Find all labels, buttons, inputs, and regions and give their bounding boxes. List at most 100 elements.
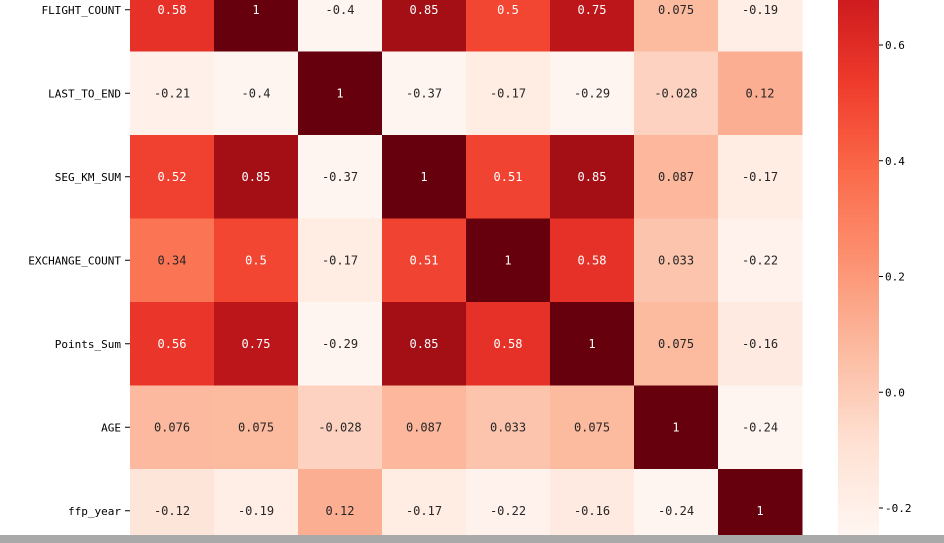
heatmap-cell bbox=[550, 302, 635, 386]
cell-value-label: 1 bbox=[420, 170, 427, 184]
colorbar-segment bbox=[838, 494, 879, 500]
cell-value-label: -0.19 bbox=[742, 3, 778, 17]
heatmap-cell bbox=[550, 51, 635, 136]
colorbar-segment bbox=[838, 361, 879, 367]
heatmap-cell bbox=[130, 302, 215, 386]
colorbar-segment bbox=[838, 347, 879, 353]
colorbar-segment bbox=[838, 329, 879, 335]
colorbar-segment bbox=[838, 503, 879, 509]
row-labels: FLIGHT_COUNT LAST_TO_END SEG_KM_SUM EXCHANG… bbox=[28, 4, 130, 518]
heatmap-cell bbox=[550, 218, 635, 303]
colorbar-segment bbox=[838, 289, 879, 295]
colorbar-segment bbox=[838, 218, 879, 224]
colorbar: 0.6 0.4 0.2 0.0 -0.2 bbox=[838, 0, 912, 536]
heatmap-cell bbox=[298, 218, 383, 303]
colorbar-segment bbox=[838, 44, 879, 50]
colorbar-segment bbox=[838, 222, 879, 228]
cell-value-label: 0.087 bbox=[658, 170, 694, 184]
cell-value-label: -0.028 bbox=[654, 86, 697, 100]
colorbar-segment bbox=[838, 102, 879, 108]
colorbar-segment bbox=[838, 4, 879, 10]
cell-value-label: 1 bbox=[504, 253, 511, 267]
colorbar-segment bbox=[838, 89, 879, 95]
cell-value-label: 0.85 bbox=[410, 3, 439, 17]
colorbar-segment bbox=[838, 263, 879, 269]
heatmap-cell bbox=[550, 135, 635, 219]
colorbar-tick-label: 0.0 bbox=[885, 386, 905, 399]
colorbar-segment bbox=[838, 196, 879, 202]
heatmap-cell bbox=[130, 385, 215, 470]
heatmap-cell bbox=[382, 51, 467, 136]
heatmap-cell bbox=[718, 135, 803, 219]
heatmap-cell bbox=[718, 469, 803, 543]
cell-value-label: 0.85 bbox=[410, 337, 439, 351]
colorbar-segment bbox=[838, 477, 879, 483]
cell-value-label: -0.4 bbox=[242, 86, 271, 100]
cell-value-label: 0.51 bbox=[410, 253, 439, 267]
colorbar-segment bbox=[838, 419, 879, 425]
colorbar-segment bbox=[838, 392, 879, 398]
heatmap-cell bbox=[382, 0, 467, 52]
colorbar-segment bbox=[838, 365, 879, 371]
heatmap-cell bbox=[634, 0, 719, 52]
heatmap-cell bbox=[298, 0, 383, 52]
colorbar-segment bbox=[838, 22, 879, 28]
heatmap-cell bbox=[634, 135, 719, 219]
cell-value-label: -0.16 bbox=[574, 504, 610, 518]
colorbar-segment bbox=[838, 169, 879, 175]
heatmap-cell bbox=[718, 302, 803, 386]
heatmap-cell bbox=[550, 469, 635, 543]
colorbar-segment bbox=[838, 111, 879, 117]
colorbar-segment bbox=[838, 178, 879, 184]
heatmap-cell bbox=[214, 0, 299, 52]
colorbar-segment bbox=[838, 450, 879, 456]
cell-value-label: -0.22 bbox=[742, 253, 778, 267]
heatmap-cell bbox=[298, 135, 383, 219]
cell-value-label: 1 bbox=[336, 86, 343, 100]
row-label: LAST_TO_END bbox=[48, 87, 121, 100]
cell-value-label: -0.17 bbox=[406, 504, 442, 518]
colorbar-segment bbox=[838, 31, 879, 37]
colorbar-segment bbox=[838, 423, 879, 429]
cell-value-label: 0.075 bbox=[658, 337, 694, 351]
heatmap-cell bbox=[214, 385, 299, 470]
colorbar-segment bbox=[838, 298, 879, 304]
cell-value-label: -0.22 bbox=[490, 504, 526, 518]
colorbar-segment bbox=[838, 66, 879, 72]
cell-value-label: -0.29 bbox=[574, 86, 610, 100]
cell-value-label: -0.12 bbox=[154, 504, 190, 518]
colorbar-segment bbox=[838, 271, 879, 278]
heatmap-cell bbox=[298, 302, 383, 386]
colorbar-segment bbox=[838, 414, 879, 420]
heatmap-cell bbox=[466, 0, 551, 52]
colorbar-segment bbox=[838, 508, 879, 514]
colorbar-segment bbox=[838, 512, 879, 518]
colorbar-segment bbox=[838, 294, 879, 300]
colorbar-segment bbox=[838, 485, 879, 492]
cell-value-label: 0.51 bbox=[494, 170, 523, 184]
cell-value-label: -0.24 bbox=[742, 420, 778, 434]
bottom-scrollbar[interactable] bbox=[0, 535, 944, 543]
colorbar-segment bbox=[838, 13, 879, 19]
colorbar-segment bbox=[838, 53, 879, 59]
heatmap-cell bbox=[214, 218, 299, 303]
colorbar-segment bbox=[838, 98, 879, 104]
cell-value-label: 1 bbox=[756, 504, 763, 518]
heatmap-cell bbox=[298, 51, 383, 136]
cell-value-label: 1 bbox=[588, 337, 595, 351]
colorbar-segment bbox=[838, 80, 879, 86]
cell-value-label: 0.34 bbox=[158, 253, 187, 267]
colorbar-segment bbox=[838, 0, 879, 6]
colorbar-segment bbox=[838, 316, 879, 322]
colorbar-segment bbox=[838, 321, 879, 327]
heatmap-cell bbox=[634, 469, 719, 543]
colorbar-tick-label: 0.6 bbox=[885, 39, 905, 52]
heatmap-cell bbox=[466, 218, 551, 303]
heatmap-cell bbox=[214, 469, 299, 543]
cell-value-label: 0.087 bbox=[406, 420, 442, 434]
colorbar-segment bbox=[838, 200, 879, 206]
cell-value-label: -0.37 bbox=[322, 170, 358, 184]
colorbar-segment bbox=[838, 490, 879, 496]
colorbar-segment bbox=[838, 258, 879, 264]
colorbar-segment bbox=[838, 142, 879, 148]
